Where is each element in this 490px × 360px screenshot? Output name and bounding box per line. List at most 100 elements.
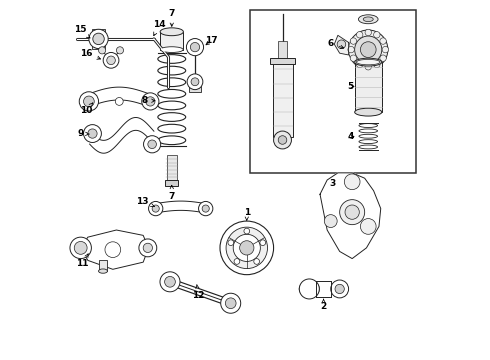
Text: 1: 1 [244, 208, 250, 220]
Circle shape [365, 64, 371, 70]
Circle shape [198, 202, 213, 216]
Text: 9: 9 [77, 129, 90, 138]
Ellipse shape [359, 145, 377, 149]
Circle shape [152, 205, 159, 212]
Ellipse shape [160, 28, 183, 36]
Circle shape [345, 205, 359, 219]
Circle shape [143, 243, 152, 252]
Ellipse shape [355, 108, 382, 116]
Circle shape [83, 96, 94, 107]
Ellipse shape [158, 101, 186, 110]
Ellipse shape [158, 136, 186, 145]
Circle shape [382, 46, 389, 53]
Circle shape [220, 221, 273, 275]
Circle shape [273, 131, 292, 149]
Circle shape [105, 242, 121, 257]
Circle shape [380, 38, 386, 44]
Circle shape [202, 205, 209, 212]
Bar [167, 155, 177, 180]
Circle shape [299, 279, 319, 299]
Ellipse shape [98, 269, 107, 273]
Ellipse shape [158, 90, 186, 98]
Circle shape [139, 239, 157, 257]
Circle shape [240, 241, 254, 255]
Ellipse shape [355, 58, 382, 66]
Ellipse shape [356, 59, 380, 65]
Ellipse shape [158, 124, 186, 133]
Circle shape [360, 219, 376, 234]
Bar [160, 32, 183, 50]
Text: 13: 13 [136, 197, 154, 207]
Ellipse shape [299, 281, 319, 297]
Bar [189, 85, 201, 92]
Text: 15: 15 [74, 26, 90, 38]
Polygon shape [320, 173, 381, 258]
Circle shape [360, 42, 376, 58]
Text: 7: 7 [169, 9, 175, 26]
Text: 11: 11 [76, 254, 89, 269]
Text: 10: 10 [80, 103, 93, 115]
Circle shape [98, 47, 106, 54]
Circle shape [380, 55, 386, 62]
Ellipse shape [363, 17, 373, 22]
Text: 4: 4 [347, 132, 354, 141]
Bar [165, 180, 178, 186]
Circle shape [79, 92, 98, 111]
Circle shape [220, 293, 241, 313]
Circle shape [373, 61, 380, 68]
Circle shape [74, 242, 87, 254]
Circle shape [226, 227, 268, 269]
Text: 8: 8 [141, 96, 155, 105]
Circle shape [187, 74, 203, 90]
Circle shape [93, 33, 104, 45]
Circle shape [146, 97, 155, 106]
Circle shape [70, 237, 92, 258]
Circle shape [331, 280, 348, 298]
Ellipse shape [359, 140, 377, 144]
Bar [92, 29, 105, 35]
Bar [355, 62, 382, 112]
Circle shape [348, 46, 354, 53]
Circle shape [344, 174, 360, 190]
Text: 16: 16 [80, 49, 100, 59]
Circle shape [103, 53, 119, 68]
Circle shape [260, 240, 266, 246]
Circle shape [225, 298, 236, 309]
Circle shape [355, 36, 382, 63]
Bar [92, 43, 105, 49]
Circle shape [148, 202, 163, 216]
Circle shape [233, 234, 260, 261]
Text: 17: 17 [205, 36, 218, 45]
Bar [250, 10, 416, 173]
Circle shape [356, 32, 363, 38]
Circle shape [365, 29, 371, 36]
Circle shape [348, 30, 388, 69]
Circle shape [142, 93, 159, 110]
Circle shape [191, 78, 199, 86]
Circle shape [88, 129, 97, 138]
Text: 14: 14 [153, 20, 166, 36]
Polygon shape [334, 35, 348, 55]
Circle shape [160, 272, 180, 292]
Circle shape [244, 228, 249, 234]
Circle shape [278, 136, 287, 144]
Ellipse shape [158, 113, 186, 121]
Bar [270, 58, 294, 64]
Circle shape [107, 56, 115, 64]
Circle shape [228, 240, 234, 246]
Circle shape [350, 55, 357, 62]
Circle shape [89, 29, 108, 49]
Circle shape [350, 38, 357, 44]
Circle shape [324, 215, 337, 228]
Text: 6: 6 [328, 39, 344, 49]
Ellipse shape [158, 66, 186, 75]
Ellipse shape [158, 55, 186, 63]
Text: 5: 5 [347, 82, 354, 91]
Circle shape [115, 98, 123, 105]
Ellipse shape [359, 134, 377, 138]
Bar [272, 62, 293, 137]
Text: 12: 12 [192, 285, 205, 300]
Ellipse shape [358, 15, 378, 24]
Ellipse shape [359, 129, 377, 133]
Circle shape [254, 258, 260, 264]
